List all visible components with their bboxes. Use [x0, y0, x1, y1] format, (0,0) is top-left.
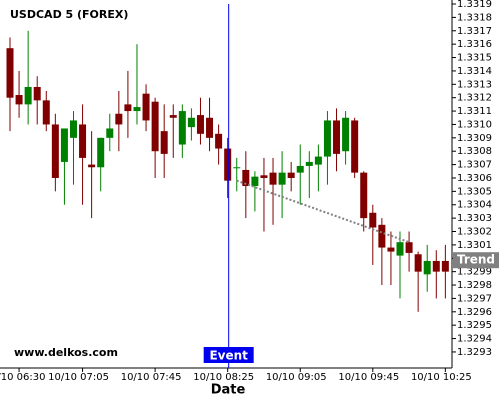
candle-body — [33, 86, 41, 101]
x-tick-label: 10/10 09:45 — [338, 372, 399, 383]
candle-body — [178, 111, 186, 145]
candle-body — [51, 124, 59, 178]
candle-body — [305, 161, 313, 166]
candle-body — [6, 48, 14, 98]
y-tick-label: 1.3305 — [457, 186, 492, 197]
candle-body — [333, 120, 341, 154]
y-tick-label: 1.3310 — [457, 119, 492, 130]
candle-body — [215, 133, 223, 149]
candle-body — [405, 242, 413, 253]
candle-body — [60, 128, 68, 162]
candle-body — [133, 107, 141, 112]
candle-body — [169, 115, 177, 118]
candle-body — [242, 169, 250, 187]
candle-body — [260, 175, 268, 178]
candle-body — [24, 86, 32, 105]
candle-body — [97, 137, 105, 168]
candle-body — [160, 131, 168, 154]
candle-body — [79, 124, 87, 158]
candle-body — [414, 254, 422, 272]
y-tick-label: 1.3304 — [457, 200, 492, 211]
candle-body — [151, 101, 159, 152]
candle-body — [196, 115, 204, 134]
y-tick-label: 1.3314 — [457, 66, 492, 77]
y-tick-label: 1.3309 — [457, 133, 492, 144]
y-tick-label: 1.3308 — [457, 146, 492, 157]
candle-body — [387, 247, 395, 252]
y-tick-label: 1.3316 — [457, 39, 492, 50]
y-tick-label: 1.3294 — [457, 334, 492, 345]
y-tick-label: 1.3303 — [457, 213, 492, 224]
y-tick-label: 1.3297 — [457, 293, 492, 304]
candle-body — [15, 95, 23, 105]
y-tick-label: 1.3317 — [457, 26, 492, 37]
y-tick-label: 1.3311 — [457, 106, 492, 117]
trend-label-box — [453, 252, 499, 269]
candle-body — [314, 156, 322, 165]
event-label-box — [203, 347, 254, 363]
candle-body — [396, 242, 404, 256]
candle-body — [187, 117, 195, 128]
y-tick-label: 1.3298 — [457, 280, 492, 291]
candle-body — [296, 165, 304, 173]
y-tick-label: 1.3313 — [457, 79, 492, 90]
candle-body — [369, 212, 377, 228]
x-tick-label: 10/10 08:25 — [193, 372, 254, 383]
trend-line — [236, 179, 410, 244]
x-tick-label: 10/10 07:45 — [121, 372, 182, 383]
y-tick-label: 1.3295 — [457, 320, 492, 331]
event-label: Event — [209, 349, 248, 363]
candle-body — [42, 100, 50, 125]
candle-body — [124, 104, 132, 112]
y-tick-label: 1.3307 — [457, 160, 492, 171]
y-tick-label: 1.3315 — [457, 53, 492, 64]
x-tick-label: 10/10 09:05 — [266, 372, 327, 383]
candle-body — [269, 172, 277, 185]
candle-body — [432, 260, 440, 272]
candle-body — [251, 176, 259, 187]
y-tick-label: 1.3319 — [457, 0, 492, 10]
candle-body — [88, 164, 96, 168]
candle-body — [423, 260, 431, 275]
x-tick-label: 10/10 10:25 — [411, 372, 472, 383]
candle-body — [278, 172, 286, 185]
y-tick-label: 1.3299 — [457, 267, 492, 278]
chart-title: USDCAD 5 (FOREX) — [10, 8, 128, 21]
candle-body — [378, 224, 386, 248]
trend-label: Trend — [457, 253, 495, 267]
candle-body — [206, 117, 214, 138]
candle-body — [360, 172, 368, 219]
candle-body — [115, 113, 123, 125]
x-tick-label: 10/10 06:30 — [0, 372, 45, 383]
candle-body — [69, 120, 77, 138]
y-tick-label: 1.3301 — [457, 240, 492, 251]
y-tick-label: 1.3312 — [457, 93, 492, 104]
candle-body — [323, 120, 331, 157]
y-tick-label: 1.3302 — [457, 227, 492, 238]
y-tick-label: 1.3306 — [457, 173, 492, 184]
x-axis-label: Date — [211, 383, 246, 398]
candle-body — [142, 93, 150, 121]
x-tick-label: 10/10 07:05 — [48, 372, 109, 383]
y-tick-label: 1.3293 — [457, 347, 492, 358]
candle-body — [224, 148, 232, 181]
y-tick-label: 1.3296 — [457, 307, 492, 318]
candle-body — [441, 260, 449, 272]
candle-body — [287, 172, 295, 178]
candle-body — [233, 167, 241, 169]
candle-body — [106, 128, 114, 138]
candle-body — [342, 117, 350, 152]
y-tick-label: 1.3318 — [457, 12, 492, 23]
watermark: www.delkos.com — [14, 346, 118, 359]
candle-body — [351, 120, 359, 173]
